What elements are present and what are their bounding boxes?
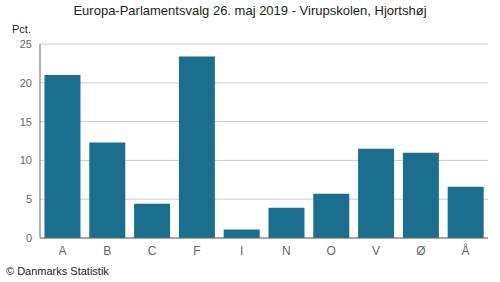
- svg-text:C: C: [148, 244, 157, 258]
- svg-text:N: N: [282, 244, 291, 258]
- svg-text:I: I: [240, 244, 243, 258]
- html-text:Pct.: Pct.: [12, 23, 31, 35]
- svg-text:0: 0: [26, 232, 32, 244]
- html-text:Europa-Parlamentsvalg 26. maj: Europa-Parlamentsvalg 26. maj 2019 - Vir…: [73, 3, 427, 18]
- html-text:© Danmarks Statistik: © Danmarks Statistik: [6, 265, 109, 277]
- svg-text:20: 20: [20, 77, 32, 89]
- svg-text:V: V: [372, 244, 380, 258]
- svg-text:O: O: [327, 244, 336, 258]
- svg-text:15: 15: [20, 116, 32, 128]
- svg-text:A: A: [58, 244, 66, 258]
- svg-text:10: 10: [20, 154, 32, 166]
- svg-text:5: 5: [26, 193, 32, 205]
- svg-text:25: 25: [20, 38, 32, 50]
- svg-text:F: F: [193, 244, 200, 258]
- svg-text:Å: Å: [462, 243, 470, 258]
- svg-text:Ø: Ø: [416, 244, 425, 258]
- svg-text:B: B: [103, 244, 111, 258]
